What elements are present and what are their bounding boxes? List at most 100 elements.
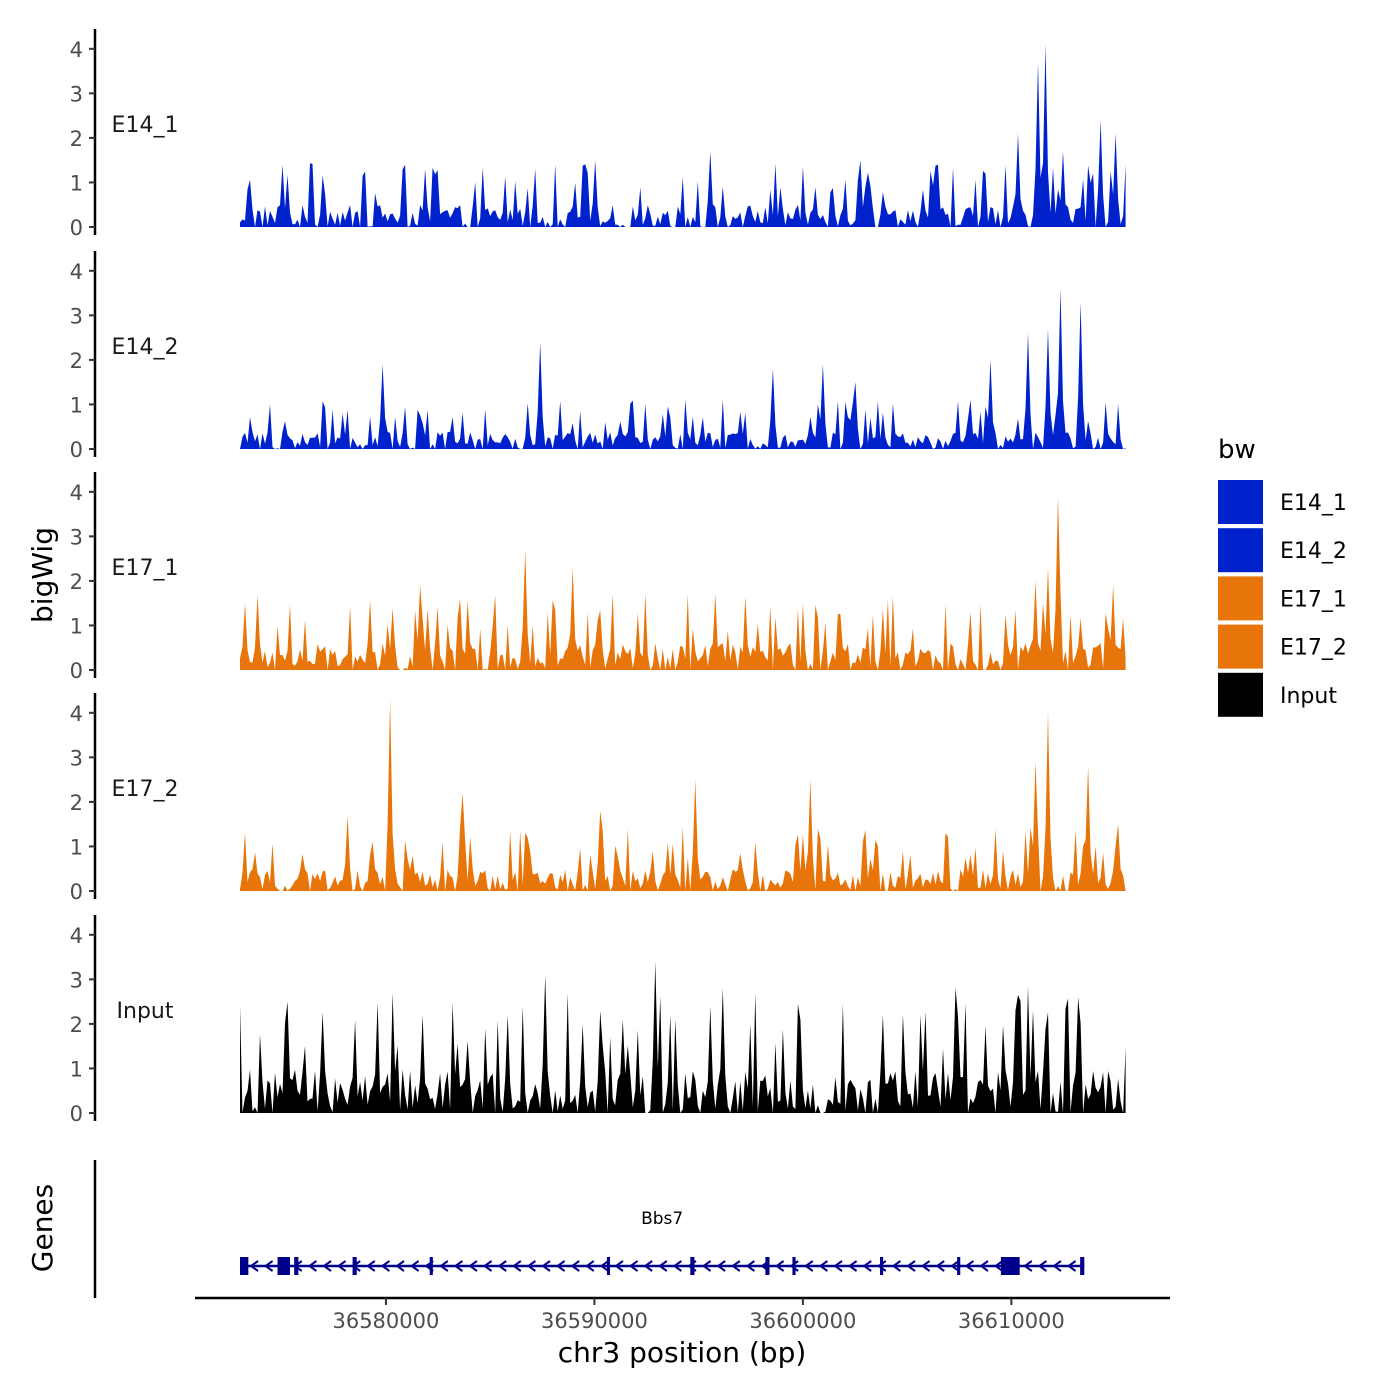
y-tick-label: 4 <box>70 702 83 726</box>
strand-arrow <box>789 1260 799 1272</box>
y-tick-label: 3 <box>70 746 83 770</box>
y-tick-label: 0 <box>70 659 83 683</box>
strand-arrow <box>512 1260 522 1272</box>
y-tick-label: 0 <box>70 216 83 240</box>
y-tick-label: 3 <box>70 304 83 328</box>
gene-exon <box>792 1257 796 1275</box>
y-tick-label: 0 <box>70 438 83 462</box>
strand-arrow <box>526 1260 536 1272</box>
strand-arrow <box>307 1260 317 1272</box>
strand-arrow <box>541 1260 551 1272</box>
gene-exon <box>352 1257 357 1275</box>
y-tick-label: 1 <box>70 614 83 638</box>
track-panels: 0 1 2 3 4 E14_1 0 1 2 3 4 E14_2 0 1 2 3 4 E17_1 0 1 2 3 4 E17_2… <box>70 29 1126 1126</box>
x-tick-label: 36590000 <box>541 1309 648 1333</box>
gene-exon <box>294 1257 299 1275</box>
y-tick-label: 1 <box>70 171 83 195</box>
x-axis: 36580000 36590000 36600000 36610000 <box>195 1296 1170 1333</box>
legend-swatch <box>1218 576 1263 621</box>
signal-area-E17_1 <box>240 496 1126 670</box>
gene-exon <box>957 1257 961 1275</box>
strand-arrow <box>570 1260 580 1272</box>
strand-arrow <box>804 1260 814 1272</box>
genes-axis-title: Genes <box>26 1184 59 1272</box>
legend-swatch <box>1218 672 1263 717</box>
strand-arrow <box>658 1260 668 1272</box>
strand-arrow <box>366 1260 376 1272</box>
strand-arrow <box>672 1260 682 1272</box>
track-label: Input <box>117 999 174 1024</box>
gene-exon <box>240 1257 249 1275</box>
strand-arrow <box>497 1260 507 1272</box>
strand-arrow <box>950 1260 960 1272</box>
legend-label: E14_1 <box>1280 491 1347 516</box>
track-E14_1: 0 1 2 3 4 E14_1 <box>70 29 1126 240</box>
y-tick-label: 4 <box>70 481 83 505</box>
gene-label: Bbs7 <box>641 1209 683 1229</box>
y-tick-label: 1 <box>70 835 83 859</box>
strand-arrow <box>877 1260 887 1272</box>
legend-label: E17_2 <box>1280 636 1347 661</box>
gene-exon <box>690 1257 695 1275</box>
signal-area-E17_2 <box>240 699 1126 891</box>
legend: bw E14_1 E14_2 E17_1 E17_2 Input <box>1218 435 1347 717</box>
legend-swatch <box>1218 480 1263 524</box>
strand-arrow <box>862 1260 872 1272</box>
strand-arrow <box>482 1260 493 1272</box>
strand-arrow <box>906 1260 916 1272</box>
strand-arrow <box>395 1260 405 1272</box>
track-E17_2: 0 1 2 3 4 E17_2 <box>70 693 1126 904</box>
strand-arrow <box>818 1260 828 1272</box>
strand-arrow <box>336 1260 347 1272</box>
x-axis-title: chr3 position (bp) <box>558 1336 807 1369</box>
strand-arrow <box>979 1260 989 1272</box>
y-tick-label: 2 <box>70 791 83 815</box>
y-tick-label: 4 <box>70 38 83 62</box>
track-E17_1: 0 1 2 3 4 E17_1 <box>70 472 1126 683</box>
strand-arrow <box>614 1260 624 1272</box>
legend-label: E17_1 <box>1280 587 1347 612</box>
strand-arrow <box>380 1260 390 1272</box>
strand-arrow <box>468 1260 478 1272</box>
y-tick-label: 2 <box>70 127 83 151</box>
x-tick-label: 36610000 <box>958 1309 1065 1333</box>
track-label: E17_1 <box>112 556 179 581</box>
genes-panel: Bbs7 <box>93 1160 1085 1298</box>
legend-swatch <box>1218 528 1263 573</box>
strand-arrow <box>1052 1260 1062 1272</box>
strand-arrow <box>920 1260 931 1272</box>
strand-arrow <box>555 1260 566 1272</box>
track-E14_2: 0 1 2 3 4 E14_2 <box>70 251 1126 462</box>
strand-arrow <box>774 1260 785 1272</box>
signal-area-E14_1 <box>240 44 1126 228</box>
gene-exon <box>1000 1257 1020 1275</box>
signal-area-E14_2 <box>240 288 1126 449</box>
y-tick-label: 1 <box>70 1057 83 1081</box>
strand-arrow <box>322 1260 332 1272</box>
y-tick-label: 3 <box>70 968 83 992</box>
strand-arrow <box>731 1260 741 1272</box>
strand-arrow <box>847 1260 858 1272</box>
strand-arrow <box>964 1260 974 1272</box>
y-tick-label: 2 <box>70 570 83 594</box>
strand-arrow <box>716 1260 726 1272</box>
strand-arrow <box>935 1260 945 1272</box>
strand-arrow <box>891 1260 901 1272</box>
strand-arrow <box>263 1260 274 1272</box>
x-tick-label: 36600000 <box>749 1309 856 1333</box>
strand-arrow <box>599 1260 609 1272</box>
y-tick-label: 4 <box>70 260 83 284</box>
strand-arrow <box>439 1260 449 1272</box>
gene-exon <box>429 1257 433 1275</box>
track-label: E14_2 <box>112 335 179 360</box>
strand-arrow <box>1037 1260 1047 1272</box>
strand-arrow <box>628 1260 639 1272</box>
strand-arrow <box>993 1260 1004 1272</box>
track-label: E17_2 <box>112 777 179 802</box>
y-tick-label: 2 <box>70 349 83 373</box>
track-Input: 0 1 2 3 4 Input <box>70 915 1126 1126</box>
strand-arrow <box>585 1260 595 1272</box>
gene-exon <box>880 1257 884 1275</box>
gene-exon <box>1080 1257 1085 1275</box>
